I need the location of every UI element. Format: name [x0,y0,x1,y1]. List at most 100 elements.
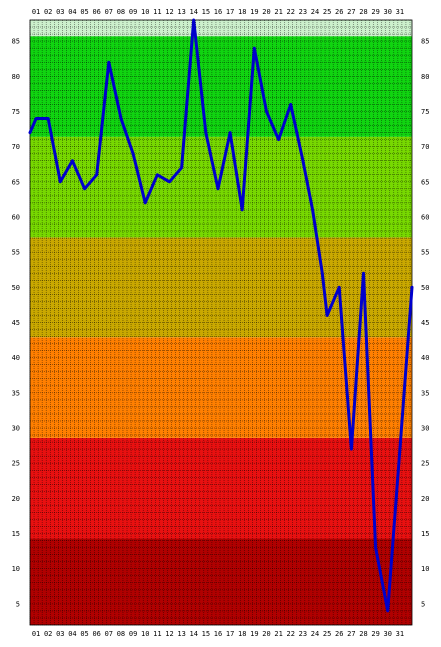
data-point [350,448,353,451]
x-tick-label: 22 [287,630,295,638]
x-tick-labels-bottom: 01 02 03 04 05 06 07 08 09 10 11 12 13 14 15 16 17 18 19 20… [32,630,404,638]
data-point [277,138,280,141]
y-tick-label: 30 [12,425,20,433]
data-point [95,173,98,176]
data-point [59,180,62,183]
y-tick-label: 60 [12,213,20,221]
data-point [411,286,413,289]
x-tick-label: 12 [165,630,173,638]
x-tick-label: 05 [80,630,88,638]
x-tick-label: 20 [262,8,270,16]
x-tick-label: 18 [238,630,246,638]
data-point [168,180,171,183]
y-tick-labels-left: 5 10 15 20 25 30 35 40 45 50 55 60 65 70 75 80 85 [12,38,20,609]
y-tick-label: 25 [12,460,20,468]
x-tick-label: 22 [287,8,295,16]
data-point [398,448,401,451]
data-point [35,117,38,120]
x-tick-label: 07 [105,8,113,16]
x-tick-label: 17 [226,630,234,638]
y-tick-label: 15 [421,530,429,538]
x-tick-label: 14 [189,630,197,638]
x-tick-label: 04 [68,630,76,638]
x-tick-label: 31 [396,630,404,638]
x-tick-label: 30 [384,8,392,16]
x-tick-label: 21 [274,8,282,16]
y-tick-label: 85 [12,38,20,46]
data-point [29,131,31,134]
y-tick-labels-right: 5 10 15 20 25 30 35 40 45 50 55 60 65 70 75 80 85 [421,38,429,609]
y-tick-label: 10 [421,565,429,573]
x-tick-label: 25 [323,630,331,638]
x-tick-label: 02 [44,630,52,638]
data-point [241,208,244,211]
y-tick-label: 65 [421,178,429,186]
y-tick-label: 65 [12,178,20,186]
y-tick-label: 70 [421,143,429,151]
y-tick-label: 75 [421,108,429,116]
x-tick-label: 07 [105,630,113,638]
data-point [144,201,147,204]
data-point [326,314,329,317]
x-tick-label: 30 [384,630,392,638]
series-line-1 [28,18,414,613]
data-point [216,187,219,190]
y-tick-label: 55 [12,249,20,257]
y-tick-label: 5 [16,600,20,608]
y-tick-label: 35 [12,389,20,397]
x-tick-label: 06 [92,630,100,638]
data-point [156,173,159,176]
y-tick-label: 45 [421,319,429,327]
x-tick-label: 27 [347,8,355,16]
x-tick-label: 29 [371,8,379,16]
x-tick-label: 18 [238,8,246,16]
x-tick-label: 09 [129,630,137,638]
y-tick-label: 85 [421,38,429,46]
data-point [192,19,195,21]
data-point [229,131,232,134]
band-6 [30,36,412,137]
data-point [83,187,86,190]
x-tick-label: 19 [250,630,258,638]
x-tick-label: 13 [177,8,185,16]
x-tick-label: 08 [117,630,125,638]
y-tick-label: 50 [421,284,429,292]
y-tick-label: 10 [12,565,20,573]
data-point [204,131,207,134]
data-point [132,152,135,155]
x-tick-label: 01 [32,8,40,16]
x-tick-label: 17 [226,8,234,16]
data-point [71,159,74,162]
band-2 [30,437,412,539]
x-tick-label: 24 [311,8,319,16]
data-point [107,61,110,64]
x-tick-label: 27 [347,630,355,638]
x-tick-label: 11 [153,630,161,638]
data-point [47,117,50,120]
x-tick-label: 26 [335,630,343,638]
data-point [321,272,324,275]
plot-border [29,19,413,626]
y-tick-label: 25 [421,460,429,468]
x-tick-label: 01 [32,630,40,638]
data-point [386,609,389,612]
x-tick-label: 23 [299,630,307,638]
x-tick-label: 23 [299,8,307,16]
x-tick-label: 16 [214,630,222,638]
y-tick-label: 20 [12,495,20,503]
data-point [301,159,304,162]
x-tick-label: 10 [141,630,149,638]
x-tick-label: 25 [323,8,331,16]
x-tick-label: 14 [189,8,197,16]
y-tick-label: 80 [12,73,20,81]
data-point [362,272,365,275]
x-tick-label: 03 [56,630,64,638]
y-tick-label: 20 [421,495,429,503]
y-tick-label: 80 [421,73,429,81]
x-tick-label: 06 [92,8,100,16]
x-tick-label: 19 [250,8,258,16]
x-tick-label: 24 [311,630,319,638]
x-tick-label: 12 [165,8,173,16]
data-point [311,208,314,211]
